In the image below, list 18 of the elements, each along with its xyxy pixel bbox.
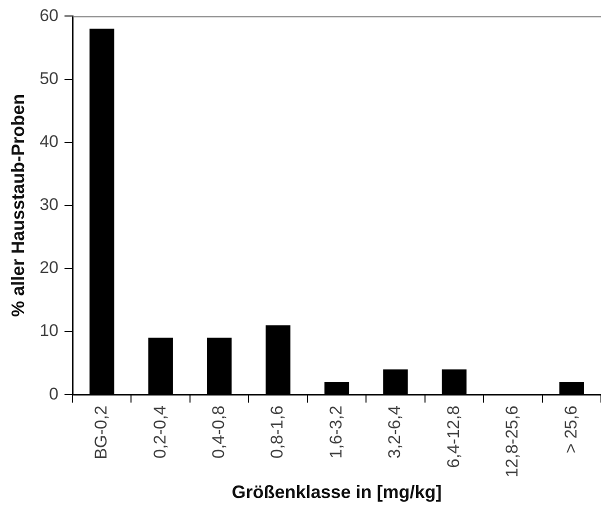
x-tick-label: 3,2-6,4	[385, 406, 404, 459]
x-tick-label: 0,4-0,8	[209, 406, 228, 459]
y-tick-label: 60	[40, 6, 59, 25]
y-tick-label: 40	[40, 132, 59, 152]
x-tick-label: BG-0,2	[92, 406, 111, 460]
x-tick-label: > 25,6	[561, 406, 580, 454]
x-tick-label: 6,4-12,8	[444, 406, 463, 468]
x-tick-label: 0,2-0,4	[150, 406, 170, 459]
x-tick-label: 12,8-25,6	[502, 406, 522, 478]
y-tick-label: 0	[49, 384, 59, 404]
x-tick-label: 1,6-3,2	[326, 406, 346, 459]
y-tick-label: 20	[40, 258, 59, 278]
y-axis-title: % aller Hausstaub-Proben	[8, 94, 28, 317]
x-tick-label: 0,8-1,6	[268, 406, 287, 459]
y-tick-label: 50	[40, 68, 59, 88]
x-axis-title: Größenklasse in [mg/kg]	[232, 482, 442, 502]
y-tick-label: 10	[40, 321, 59, 340]
y-tick-label: 30	[40, 195, 59, 214]
